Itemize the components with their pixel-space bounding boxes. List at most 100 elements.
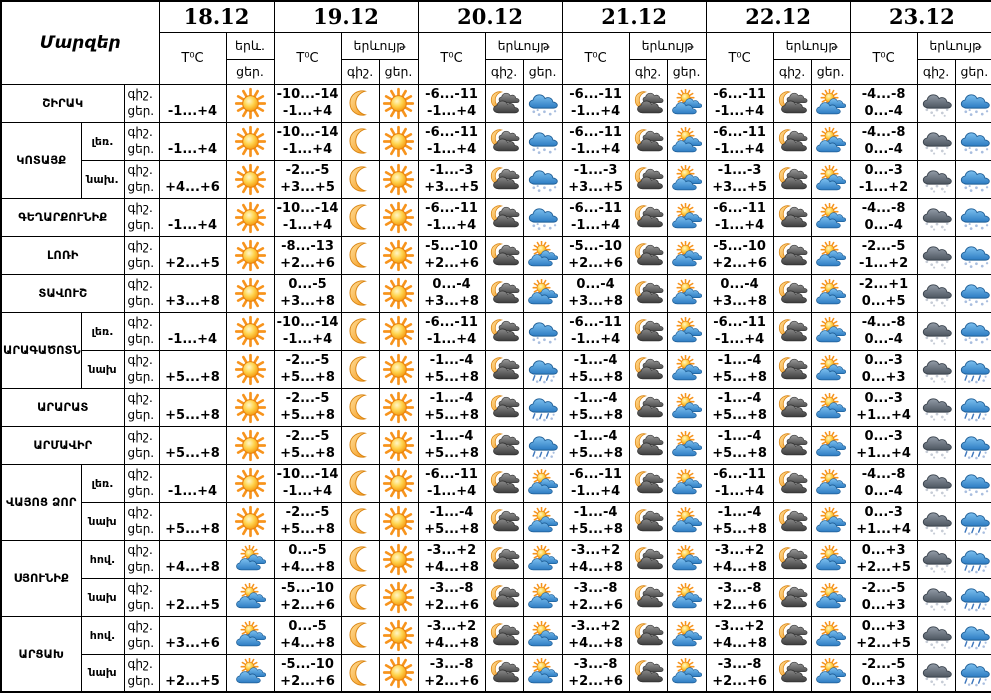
- region-name: ՏԱՎՈՒՇ: [0, 273, 125, 313]
- day-temp: +5...+8: [165, 408, 220, 423]
- sun-cloud-icon: [668, 392, 705, 422]
- day-temp: +3...+8: [712, 294, 767, 309]
- icon-cell: [954, 349, 991, 389]
- temp-cell: 0...-3 +1...+4: [849, 425, 918, 465]
- night-label: գիշ.: [628, 58, 668, 85]
- snow-day-icon: [956, 89, 991, 118]
- moon-icon: [342, 393, 378, 421]
- day-temp: 0...-4: [864, 332, 903, 347]
- sun-icon: [380, 543, 417, 576]
- day-label: ցեր.: [127, 522, 155, 536]
- night-temp: -2...-5: [861, 656, 906, 672]
- moon-cloud-icon: [630, 241, 666, 270]
- temp-cell: -10...-14 -1...+4: [273, 463, 342, 503]
- night-temp: -3...+2: [714, 543, 765, 558]
- moon-cloud-icon: [486, 89, 522, 118]
- temp-cell: -1...-4 +5...+8: [417, 501, 486, 541]
- day-temp: -1...+4: [426, 104, 477, 119]
- night-label: գիշ.: [127, 467, 153, 481]
- sun-cloud-icon: [812, 88, 849, 118]
- day-temp: +3...+5: [568, 180, 623, 195]
- icon-cell: [225, 159, 275, 199]
- day-label: ցեր.: [127, 218, 155, 232]
- icon-cell: [810, 539, 851, 579]
- sun-icon: [227, 163, 273, 196]
- day-temp: +5...+8: [424, 522, 479, 537]
- moon-cloud-icon: [630, 393, 666, 422]
- icon-cell: [378, 83, 419, 123]
- region-name: ԱՐՑԱԽ: [0, 615, 82, 693]
- icon-cell: [916, 235, 956, 275]
- night-temp: -6...-11: [569, 125, 622, 140]
- sun-cloud-icon: [812, 164, 849, 194]
- night-day-labels: գիշ. ցեր.: [123, 539, 160, 579]
- moon-cloud-icon: [486, 431, 522, 460]
- icon-cell: [916, 197, 956, 237]
- day-temp: +4...+8: [165, 560, 220, 575]
- icon-cell: [772, 501, 812, 541]
- icon-cell: [340, 235, 380, 275]
- icon-cell: [772, 83, 812, 123]
- night-temp: [160, 200, 225, 217]
- day-temp: +4...+8: [712, 636, 767, 651]
- night-temp: -1...-4: [573, 505, 618, 520]
- night-day-labels: գիշ. ցեր.: [123, 159, 160, 199]
- moon-cloud-icon: [486, 621, 522, 650]
- sun-cloud-icon: [812, 278, 849, 308]
- icon-cell: [954, 311, 991, 351]
- moon-cloud-icon: [486, 393, 522, 422]
- sun-icon: [380, 467, 417, 500]
- day-temp: +5...+8: [712, 522, 767, 537]
- icon-cell: [954, 387, 991, 427]
- temp-cell: 0...-5 +4...+8: [273, 615, 342, 655]
- sleet-day-icon: [524, 393, 561, 422]
- sun-cloud-icon: [668, 278, 705, 308]
- table-row: ՏԱՎՈՒՇ գիշ. ցեր. +3...+8 0...-5 +3...+8 0...-4…: [0, 273, 991, 313]
- sun-cloud-icon: [668, 468, 705, 498]
- temp-cell: -1...-4 +5...+8: [705, 349, 774, 389]
- icon-cell: [916, 311, 956, 351]
- icon-cell: [628, 349, 668, 389]
- night-temp: -6...-11: [425, 125, 478, 140]
- temp-cell: -2...-5 +5...+8: [273, 425, 342, 465]
- snow-day-icon: [956, 317, 991, 346]
- icon-cell: [225, 615, 275, 655]
- sun-icon: [380, 87, 417, 120]
- table-row: ՎԱՅՈՑ ՁՈՐ լեռ. գիշ. ցեր. -1...+4 -10...-14 -1.…: [0, 463, 991, 541]
- night-temp: -1...-3: [717, 163, 762, 178]
- temp-cell: -5...-10 +2...+6: [273, 653, 342, 693]
- temp-cell: -6...-11 -1...+4: [561, 121, 630, 161]
- icon-cell: [628, 235, 668, 275]
- day-temp: +3...+8: [165, 294, 220, 309]
- moon-icon: [342, 583, 378, 611]
- temp-cell: -3...+2 +4...+8: [417, 615, 486, 655]
- region-sub-label: լեռ.: [80, 121, 125, 161]
- icon-cell: [378, 387, 419, 427]
- night-temp: 0...-5: [288, 277, 327, 292]
- night-label: գիշ.: [127, 656, 153, 671]
- night-day-labels: գիշ. ցեր.: [123, 235, 160, 275]
- night-temp: -2...-5: [285, 353, 330, 368]
- icon-cell: [522, 577, 563, 617]
- table-row: ԱՐԱՐԱՏ գիշ. ցեր. +5...+8 -2...-5 +5...+8 -1...…: [0, 387, 991, 427]
- icon-cell: [628, 273, 668, 313]
- icon-cell: [378, 653, 419, 693]
- sun-cloud-icon: [524, 240, 561, 270]
- icon-cell: [522, 463, 563, 503]
- moon-icon: [342, 241, 378, 269]
- night-label: գիշ.: [916, 58, 956, 85]
- icon-cell: [810, 121, 851, 161]
- temp-cell: -2...-5 +5...+8: [273, 387, 342, 427]
- phenomenon-header: երևույթ: [772, 31, 851, 60]
- day-temp: 0...+3: [861, 598, 906, 613]
- phenomenon-header: երևույթ: [484, 31, 563, 60]
- day-label: ցեր.: [954, 58, 991, 85]
- icon-cell: [628, 463, 668, 503]
- day-temp: +5...+8: [568, 408, 623, 423]
- day-temp: +5...+8: [165, 370, 220, 385]
- sleet-day-icon: [956, 545, 991, 574]
- temp-cell: -3...-8 +2...+6: [561, 577, 630, 617]
- day-temp: +2...+5: [856, 636, 911, 651]
- icon-cell: [810, 235, 851, 275]
- day-temp: 0...-4: [864, 142, 903, 157]
